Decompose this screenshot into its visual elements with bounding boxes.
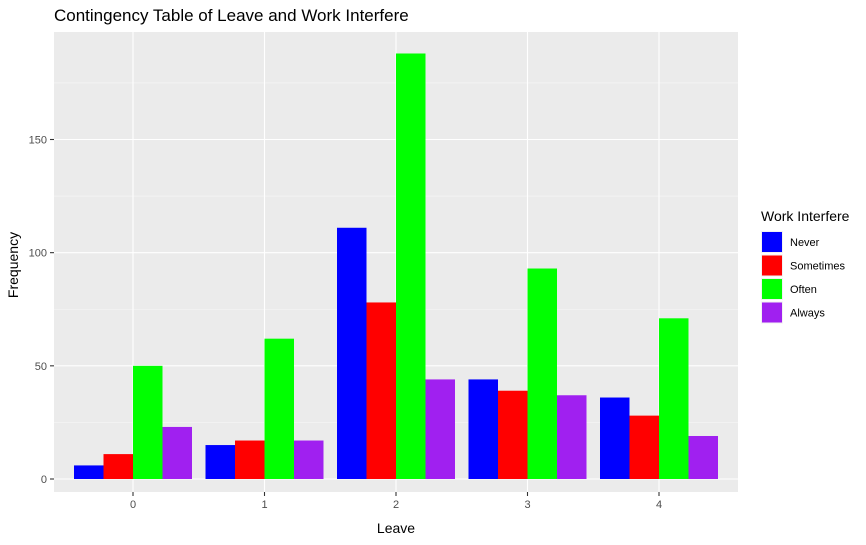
bar-often-1 [264,338,294,479]
bar-often-3 [527,268,557,479]
bars [74,53,718,479]
legend-label-often: Often [790,284,817,296]
bar-never-1 [205,445,235,479]
bar-never-0 [74,465,104,479]
x-tick-label: 2 [393,499,399,511]
bar-never-4 [600,397,630,479]
x-tick-label: 3 [524,499,530,511]
bar-never-2 [337,227,367,479]
y-tick-label: 150 [29,135,47,147]
bar-always-1 [294,440,324,479]
bar-sometimes-1 [235,440,265,479]
bar-sometimes-3 [498,390,528,479]
bar-sometimes-4 [629,415,659,479]
bar-often-0 [133,365,163,479]
y-tick-label: 100 [29,248,47,260]
bar-always-4 [688,435,718,479]
legend-label-never: Never [790,237,820,249]
x-axis-title: Leave [377,520,415,536]
x-axis: 0 1 2 3 4 [130,492,662,511]
bar-sometimes-0 [103,454,133,479]
legend-swatch-never [762,232,782,252]
x-tick-label: 4 [656,499,662,511]
y-axis-title: Frequency [5,232,21,298]
legend-swatch-always [762,302,782,323]
bar-never-3 [468,379,498,479]
legend-label-always: Always [790,308,825,320]
bar-sometimes-2 [366,302,396,479]
y-axis: 0 50 100 150 [29,135,54,486]
bar-often-4 [659,318,689,479]
legend-label-sometimes: Sometimes [790,261,846,273]
y-tick-label: 0 [41,474,47,486]
y-tick-label: 50 [35,361,47,373]
legend-title: Work Interfere [761,208,850,224]
x-tick-label: 1 [261,499,267,511]
x-tick-label: 0 [130,499,136,511]
legend-swatch-sometimes [762,255,782,276]
chart-title: Contingency Table of Leave and Work Inte… [54,6,409,25]
bar-always-3 [557,395,587,479]
bar-often-2 [396,53,426,479]
legend: Work Interfere Never Sometimes Often Always [761,208,850,324]
legend-swatch-often [762,279,782,299]
bar-always-0 [162,426,192,479]
bar-always-2 [425,379,455,479]
